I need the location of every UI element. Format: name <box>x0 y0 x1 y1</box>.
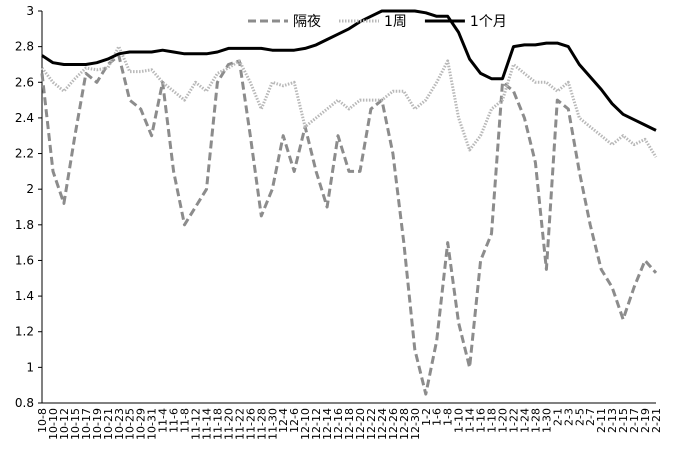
x-tick-label: 11-28 <box>255 408 268 440</box>
x-tick-label: 10-23 <box>113 408 126 440</box>
x-tick-label: 1-2 <box>420 408 433 426</box>
legend-label: 1个月 <box>470 14 507 30</box>
x-tick-label: 10-10 <box>47 408 60 440</box>
x-tick-label: 11-12 <box>190 408 203 440</box>
x-tick-label: 2-1 <box>551 408 564 426</box>
y-tick-label: 1.6 <box>15 253 34 267</box>
x-tick-label: 12-28 <box>398 408 411 440</box>
x-tick-label: 1-16 <box>475 408 488 433</box>
x-tick-label: 11-30 <box>266 408 279 440</box>
y-tick-label: 0.8 <box>15 396 34 410</box>
legend-label: 隔夜 <box>293 14 321 30</box>
x-tick-label: 1-6 <box>431 408 444 426</box>
x-tick-label: 12-14 <box>321 408 334 440</box>
x-tick-label: 12-30 <box>409 408 422 440</box>
x-tick-label: 12-26 <box>387 408 400 440</box>
y-tick-label: 1 <box>26 360 34 374</box>
x-tick-label: 2-5 <box>573 408 586 426</box>
y-tick-label: 1.4 <box>15 289 34 303</box>
x-tick-label: 10-15 <box>69 408 82 440</box>
x-tick-label: 2-13 <box>606 408 619 433</box>
x-tick-label: 10-17 <box>80 408 93 440</box>
x-tick-label: 1-14 <box>464 408 477 433</box>
y-tick-label: 2.2 <box>15 147 34 161</box>
x-tick-label: 11-26 <box>244 408 257 440</box>
x-tick-label: 12-24 <box>376 408 389 440</box>
x-tick-label: 2-7 <box>584 408 597 426</box>
x-tick-label: 12-20 <box>354 408 367 440</box>
series-line <box>40 45 658 158</box>
x-tick-label: 1-20 <box>497 408 510 433</box>
x-tick-label: 2-19 <box>639 408 652 433</box>
x-tick-label: 11-8 <box>179 408 192 433</box>
x-tick-label: 2-21 <box>650 408 663 433</box>
x-tick-label: 1-28 <box>529 408 542 433</box>
x-tick-label: 10-12 <box>58 408 71 440</box>
x-tick-label: 11-20 <box>222 408 235 440</box>
x-tick-label: 12-4 <box>277 408 290 433</box>
x-tick-label: 11-18 <box>211 408 224 440</box>
y-tick-label: 3 <box>26 4 34 18</box>
y-tick-label: 2.4 <box>15 111 34 125</box>
series-line <box>40 54 658 396</box>
x-tick-label: 1-8 <box>442 408 455 426</box>
x-tick-label: 2-15 <box>617 408 630 433</box>
x-tick-label: 1-30 <box>540 408 553 433</box>
legend-label: 1周 <box>384 14 407 30</box>
x-tick-label: 10-19 <box>91 408 104 440</box>
x-tick-label: 1-18 <box>486 408 499 433</box>
x-tick-label: 10-29 <box>135 408 148 440</box>
x-tick-label: 1-10 <box>453 408 466 433</box>
x-tick-label: 10-31 <box>146 408 159 440</box>
x-tick-label: 2-17 <box>628 408 641 433</box>
x-tick-label: 12-10 <box>299 408 312 440</box>
x-tick-label: 10-21 <box>102 408 115 440</box>
x-tick-label: 12-18 <box>343 408 356 440</box>
x-tick-label: 12-22 <box>365 408 378 440</box>
x-tick-label: 11-22 <box>233 408 246 440</box>
x-tick-label: 1-22 <box>507 408 520 433</box>
y-tick-label: 1.8 <box>15 218 34 232</box>
x-tick-label: 11-14 <box>200 408 213 440</box>
y-tick-label: 1.2 <box>15 325 34 339</box>
x-tick-label: 11-4 <box>157 408 170 433</box>
x-tick-label: 2-3 <box>562 408 575 426</box>
y-tick-label: 2 <box>26 182 34 196</box>
y-tick-label: 2.8 <box>15 40 34 54</box>
x-tick-label: 11-6 <box>168 408 181 433</box>
x-tick-label: 10-25 <box>124 408 137 440</box>
x-tick-label: 12-16 <box>332 408 345 440</box>
x-tick-label: 12-6 <box>288 408 301 433</box>
y-tick-label: 2.6 <box>15 75 34 89</box>
x-tick-label: 10-8 <box>36 408 49 433</box>
series-line <box>41 9 657 132</box>
x-tick-label: 2-11 <box>595 408 608 433</box>
x-tick-label: 1-24 <box>518 408 531 433</box>
x-tick-label: 12-12 <box>310 408 323 440</box>
